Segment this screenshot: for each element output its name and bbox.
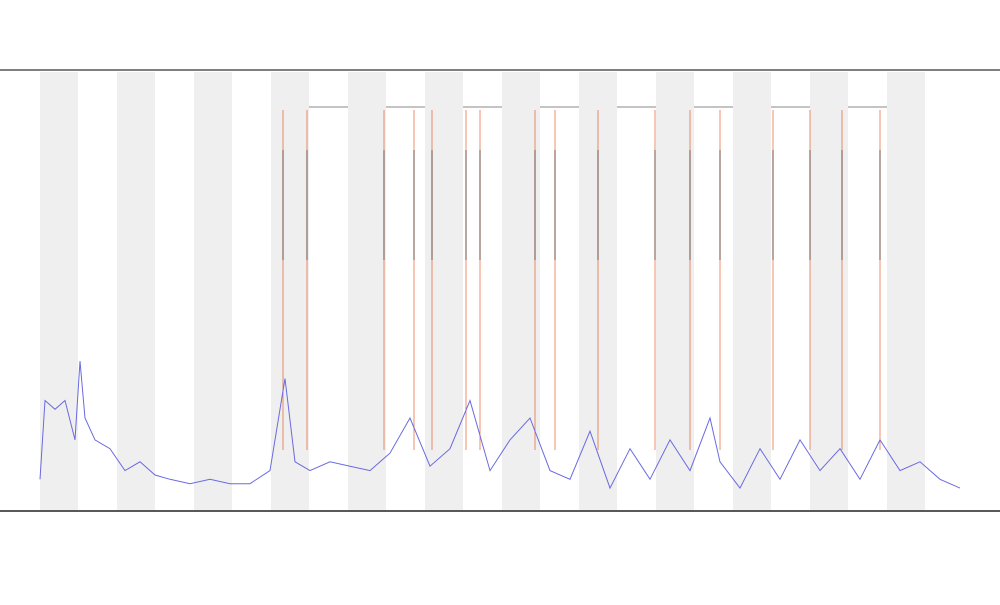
band bbox=[117, 72, 155, 510]
band bbox=[502, 72, 540, 510]
band bbox=[887, 72, 925, 510]
band bbox=[194, 72, 232, 510]
band bbox=[348, 72, 386, 510]
band bbox=[40, 72, 78, 510]
band bbox=[656, 72, 694, 510]
band bbox=[425, 72, 463, 510]
band bbox=[733, 72, 771, 510]
series-line bbox=[39, 361, 961, 490]
bands bbox=[40, 72, 925, 510]
band bbox=[271, 72, 309, 510]
